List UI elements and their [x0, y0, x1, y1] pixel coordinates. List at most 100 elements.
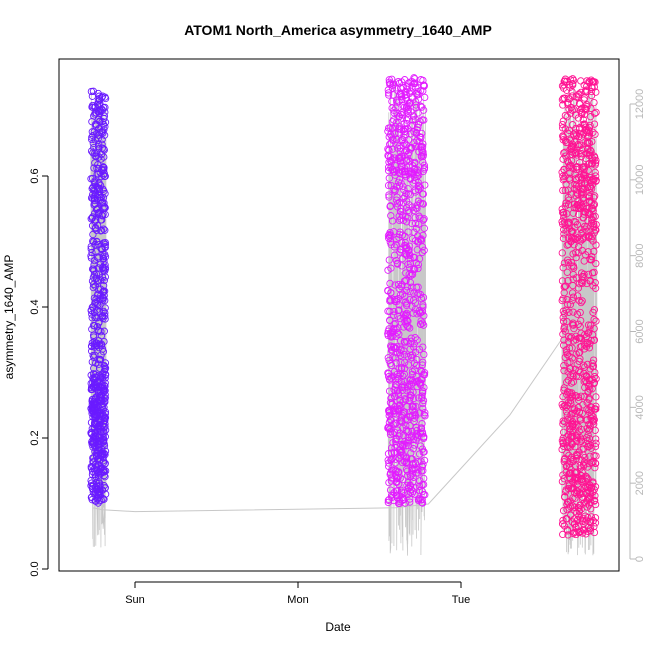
data-point — [87, 482, 95, 490]
data-point — [400, 311, 408, 319]
data-point — [589, 488, 597, 496]
data-point — [582, 373, 590, 381]
data-point — [587, 484, 596, 492]
data-point — [582, 333, 591, 341]
data-point — [397, 448, 405, 456]
data-point — [410, 465, 418, 474]
left-tick-label: 0.0 — [29, 561, 41, 576]
data-point — [402, 242, 410, 250]
data-point — [583, 340, 591, 348]
data-point — [577, 425, 586, 434]
data-point — [560, 214, 568, 222]
data-point — [574, 242, 583, 251]
data-point — [101, 410, 109, 418]
data-point — [101, 395, 109, 403]
data-point — [409, 112, 418, 120]
data-point — [571, 170, 579, 178]
data-point — [579, 115, 587, 124]
data-point — [406, 255, 414, 263]
data-point — [88, 325, 96, 333]
data-point — [101, 273, 109, 281]
data-point — [569, 275, 577, 283]
data-point — [564, 531, 572, 539]
data-point — [418, 190, 427, 198]
data-point — [591, 459, 600, 467]
data-point — [592, 402, 600, 410]
trend-line — [92, 274, 592, 513]
data-point — [563, 296, 571, 304]
data-point — [559, 132, 567, 140]
data-point — [586, 178, 595, 187]
data-point — [568, 354, 577, 362]
data-point — [587, 505, 595, 513]
data-point — [558, 82, 567, 90]
data-point — [90, 379, 99, 387]
data-point — [87, 254, 96, 262]
data-point — [389, 81, 397, 90]
data-point — [100, 291, 108, 300]
data-point — [559, 438, 567, 447]
data-point — [589, 413, 597, 421]
data-point — [388, 165, 397, 174]
data-point — [385, 256, 393, 264]
data-point — [100, 120, 108, 129]
data-point — [400, 148, 409, 156]
data-point — [412, 219, 420, 227]
data-point — [400, 337, 408, 346]
data-point — [385, 158, 393, 166]
data-point — [564, 193, 572, 202]
data-point — [408, 427, 416, 436]
data-point — [578, 163, 586, 171]
data-point — [588, 416, 596, 425]
data-point — [93, 221, 102, 230]
data-point — [101, 261, 109, 269]
data-point — [592, 226, 600, 234]
data-point — [404, 190, 412, 198]
data-point — [566, 475, 574, 483]
data-point — [394, 306, 403, 315]
data-points-layer — [87, 74, 600, 539]
data-point — [390, 109, 398, 117]
bottom-tick-label: Mon — [287, 594, 308, 606]
right-tick-label: 2000 — [634, 471, 646, 495]
data-point — [590, 306, 599, 314]
data-point — [587, 444, 595, 452]
data-point — [579, 489, 587, 497]
data-point — [585, 192, 593, 200]
data-point — [583, 279, 591, 288]
data-point — [559, 417, 567, 425]
data-point — [582, 106, 590, 114]
data-point — [99, 288, 107, 296]
data-point — [565, 174, 573, 182]
data-point — [414, 283, 422, 291]
data-point — [92, 226, 101, 234]
data-point — [559, 341, 568, 349]
data-point — [91, 483, 100, 492]
data-point — [94, 489, 103, 497]
data-point — [387, 333, 395, 341]
data-point — [570, 138, 579, 146]
data-point — [566, 136, 574, 144]
data-point — [576, 438, 584, 446]
data-point — [565, 105, 573, 113]
data-point — [581, 453, 589, 462]
data-point — [91, 209, 99, 217]
data-point — [412, 104, 420, 112]
data-point — [590, 83, 598, 91]
data-point — [399, 431, 408, 440]
data-point — [570, 149, 579, 158]
data-point — [408, 432, 416, 440]
chart-title: ATOM1 North_America asymmetry_1640_AMP — [184, 22, 492, 38]
data-point — [385, 375, 394, 383]
data-point — [384, 181, 393, 190]
data-point — [88, 222, 97, 230]
data-point — [585, 209, 593, 217]
data-point — [95, 395, 103, 404]
data-point — [400, 168, 409, 176]
data-point — [418, 420, 426, 428]
data-point — [90, 178, 99, 187]
data-point — [387, 374, 395, 382]
data-point — [412, 361, 421, 369]
data-point — [385, 387, 394, 395]
data-point — [401, 76, 409, 84]
